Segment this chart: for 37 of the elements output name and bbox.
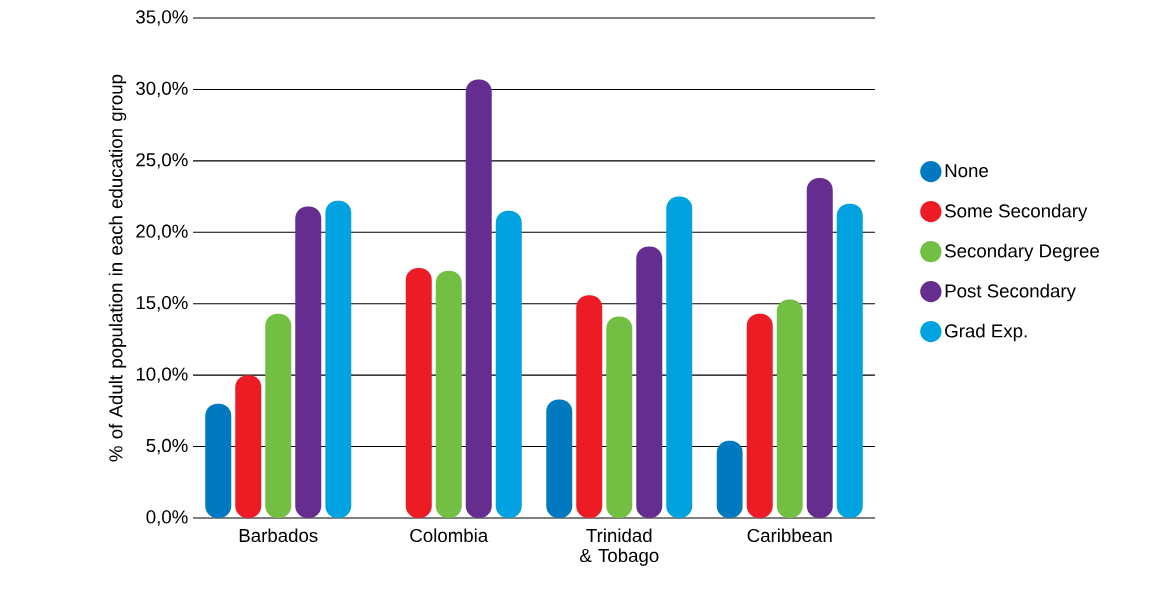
legend-label: Post Secondary bbox=[945, 283, 1076, 302]
bar bbox=[836, 203, 863, 518]
bar bbox=[295, 206, 322, 518]
x-tick-label: Colombia bbox=[410, 528, 489, 543]
y-tick-label: 5,0% bbox=[146, 438, 188, 455]
y-tick-label: 35,0% bbox=[136, 10, 188, 26]
y-tick-label: 15,0% bbox=[136, 295, 188, 312]
x-tick-label: Caribbean bbox=[747, 528, 832, 543]
bar bbox=[495, 210, 522, 518]
y-tick-label: 20,0% bbox=[136, 224, 188, 240]
bar bbox=[265, 313, 292, 518]
bar bbox=[576, 295, 603, 518]
bar bbox=[606, 316, 633, 518]
legend-label: Some Secondary bbox=[945, 203, 1088, 222]
bar bbox=[405, 268, 432, 518]
y-tick-label: 10,0% bbox=[136, 367, 188, 383]
legend-label: Secondary Degree bbox=[945, 243, 1099, 262]
bar bbox=[716, 440, 743, 518]
bar bbox=[325, 200, 352, 518]
bar bbox=[666, 196, 693, 518]
y-tick-label: 25,0% bbox=[136, 153, 188, 169]
y-tick-label: 0,0% bbox=[146, 510, 188, 526]
legend-label: None bbox=[945, 164, 988, 178]
bar bbox=[806, 178, 833, 518]
bar bbox=[205, 403, 232, 518]
y-tick-label: 30,0% bbox=[136, 81, 188, 98]
bar bbox=[746, 313, 773, 518]
bar bbox=[435, 270, 462, 518]
y-axis-title: % of Adult population in each education group bbox=[108, 74, 127, 462]
bar bbox=[546, 399, 573, 518]
bar bbox=[636, 246, 663, 518]
x-tick-label: Trinidad & Tobago bbox=[579, 528, 659, 566]
x-tick-label: Barbados bbox=[239, 528, 318, 543]
bar bbox=[235, 375, 262, 518]
legend-label: Grad Exp. bbox=[945, 323, 1027, 342]
bar bbox=[776, 299, 803, 518]
bar bbox=[465, 79, 492, 518]
